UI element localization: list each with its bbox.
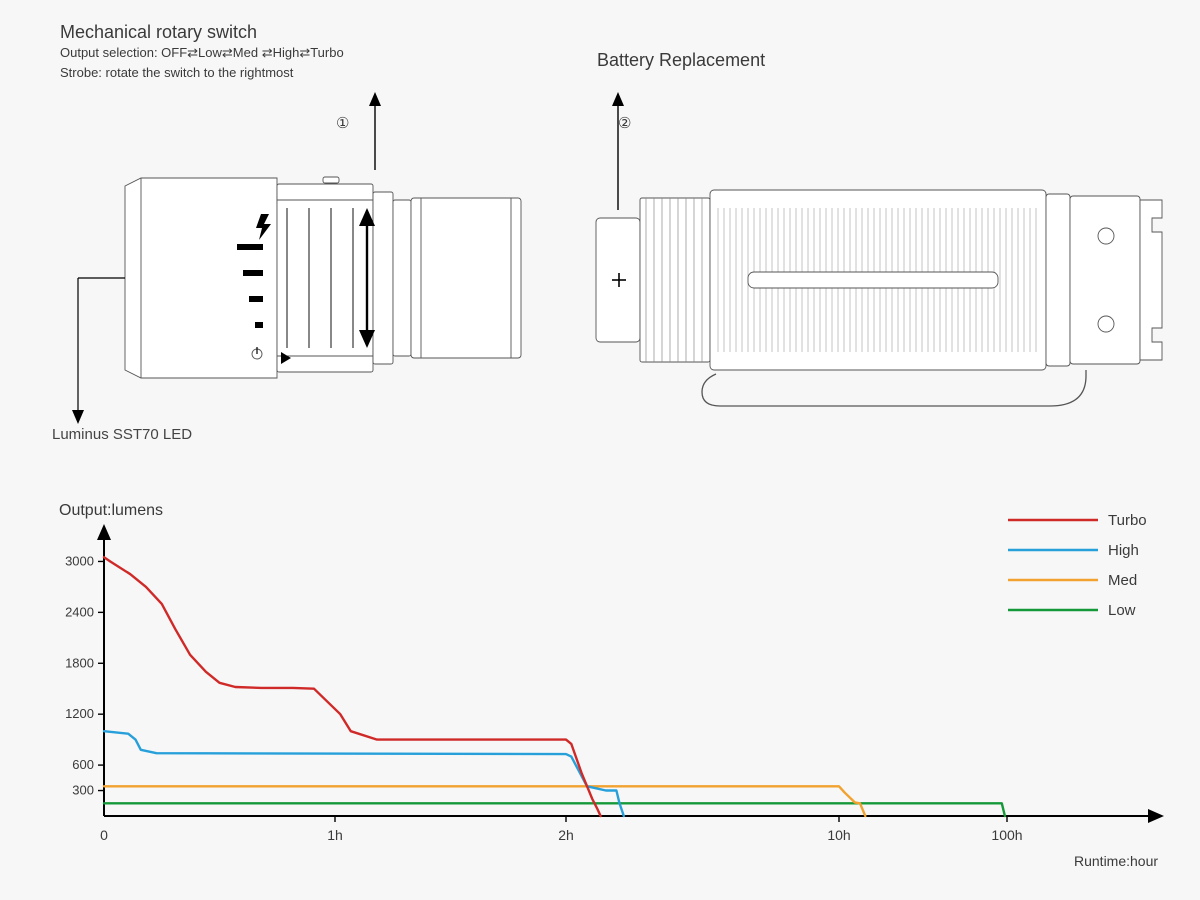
- svg-text:3000: 3000: [65, 553, 94, 568]
- svg-text:1800: 1800: [65, 655, 94, 670]
- svg-text:High: High: [1108, 542, 1139, 559]
- svg-text:1200: 1200: [65, 706, 94, 721]
- flashlight-diagram: [0, 0, 1200, 450]
- runtime-chart: 300024001800120060030001h2h10h100hRuntim…: [0, 500, 1200, 900]
- svg-text:Low: Low: [1108, 602, 1136, 619]
- svg-text:1h: 1h: [327, 827, 343, 843]
- svg-text:10h: 10h: [827, 827, 850, 843]
- svg-text:Med: Med: [1108, 572, 1137, 589]
- svg-text:2h: 2h: [558, 827, 574, 843]
- svg-text:2400: 2400: [65, 604, 94, 619]
- svg-text:100h: 100h: [991, 827, 1022, 843]
- svg-text:0: 0: [100, 827, 108, 843]
- svg-text:Runtime:hour: Runtime:hour: [1074, 853, 1158, 869]
- svg-text:Turbo: Turbo: [1108, 512, 1147, 529]
- svg-text:300: 300: [72, 783, 94, 798]
- svg-text:600: 600: [72, 757, 94, 772]
